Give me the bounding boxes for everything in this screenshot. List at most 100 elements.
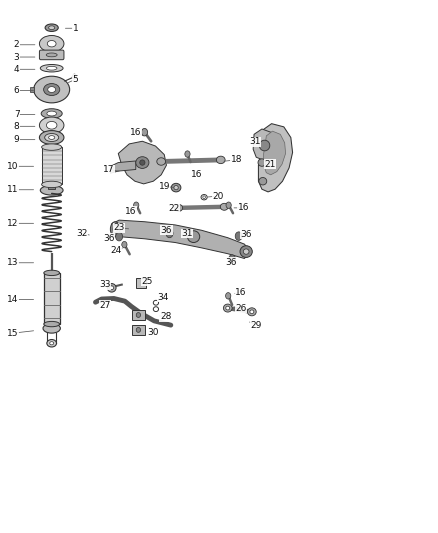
Text: 1: 1 xyxy=(72,24,78,33)
Text: 24: 24 xyxy=(110,246,122,255)
Ellipse shape xyxy=(240,246,252,257)
Ellipse shape xyxy=(174,185,178,190)
FancyBboxPatch shape xyxy=(39,50,64,60)
Ellipse shape xyxy=(49,342,53,345)
Ellipse shape xyxy=(40,185,63,195)
Ellipse shape xyxy=(258,159,266,166)
Polygon shape xyxy=(118,141,166,184)
Circle shape xyxy=(122,241,127,248)
Ellipse shape xyxy=(259,177,267,185)
Ellipse shape xyxy=(47,111,57,116)
Ellipse shape xyxy=(244,249,249,254)
Polygon shape xyxy=(264,131,286,175)
Text: 36: 36 xyxy=(103,234,114,243)
Ellipse shape xyxy=(48,86,56,93)
Ellipse shape xyxy=(216,156,225,164)
Ellipse shape xyxy=(259,140,270,151)
Bar xyxy=(30,87,34,92)
Ellipse shape xyxy=(41,109,62,118)
Bar xyxy=(44,273,60,324)
Ellipse shape xyxy=(247,308,256,316)
Text: 2: 2 xyxy=(14,41,19,49)
Ellipse shape xyxy=(223,304,232,312)
Text: 18: 18 xyxy=(231,156,242,164)
Ellipse shape xyxy=(157,158,166,165)
Ellipse shape xyxy=(40,64,63,72)
Text: 31: 31 xyxy=(181,229,193,238)
Ellipse shape xyxy=(107,284,116,292)
Ellipse shape xyxy=(110,222,120,237)
Ellipse shape xyxy=(136,157,149,168)
Ellipse shape xyxy=(47,340,57,347)
Text: 9: 9 xyxy=(14,135,20,144)
Ellipse shape xyxy=(171,183,181,192)
Ellipse shape xyxy=(46,122,57,129)
Text: 6: 6 xyxy=(14,86,20,95)
Bar xyxy=(136,278,146,288)
Ellipse shape xyxy=(113,226,117,232)
Text: 36: 36 xyxy=(240,230,252,239)
Ellipse shape xyxy=(226,306,230,310)
Ellipse shape xyxy=(49,26,55,29)
Text: 11: 11 xyxy=(7,185,19,194)
Text: 16: 16 xyxy=(238,204,249,212)
Text: 12: 12 xyxy=(7,219,19,228)
Text: 29: 29 xyxy=(251,321,262,329)
Ellipse shape xyxy=(203,196,205,199)
Text: 4: 4 xyxy=(14,65,19,74)
Polygon shape xyxy=(253,129,276,160)
Text: 31: 31 xyxy=(249,138,261,146)
Text: 20: 20 xyxy=(212,192,223,200)
Text: 32: 32 xyxy=(77,229,88,238)
Circle shape xyxy=(141,128,148,136)
Circle shape xyxy=(226,202,231,208)
Text: 5: 5 xyxy=(72,75,78,84)
Bar xyxy=(132,325,145,335)
Circle shape xyxy=(226,293,231,299)
Text: 23: 23 xyxy=(113,223,125,232)
Ellipse shape xyxy=(39,131,64,144)
Text: 14: 14 xyxy=(7,295,19,304)
Text: 16: 16 xyxy=(130,128,141,136)
Ellipse shape xyxy=(39,117,64,133)
Ellipse shape xyxy=(34,76,70,103)
Text: 10: 10 xyxy=(7,162,19,171)
Text: 30: 30 xyxy=(148,328,159,337)
Ellipse shape xyxy=(46,66,57,70)
Ellipse shape xyxy=(49,136,55,140)
Text: 26: 26 xyxy=(235,304,247,312)
Text: 34: 34 xyxy=(157,293,169,302)
Text: 15: 15 xyxy=(7,329,19,337)
Ellipse shape xyxy=(220,204,228,211)
Ellipse shape xyxy=(42,144,62,150)
Ellipse shape xyxy=(42,181,62,188)
Ellipse shape xyxy=(47,41,56,47)
Polygon shape xyxy=(112,220,251,259)
Circle shape xyxy=(185,151,190,157)
Text: 16: 16 xyxy=(235,288,247,296)
Circle shape xyxy=(116,232,123,241)
Ellipse shape xyxy=(44,270,60,276)
Text: 27: 27 xyxy=(99,301,111,310)
Bar xyxy=(132,310,145,320)
Circle shape xyxy=(235,232,242,240)
Ellipse shape xyxy=(140,160,145,165)
Text: 36: 36 xyxy=(161,226,172,235)
Text: 19: 19 xyxy=(159,182,170,191)
Text: 7: 7 xyxy=(14,110,20,119)
Ellipse shape xyxy=(175,205,183,211)
Ellipse shape xyxy=(136,327,141,333)
Polygon shape xyxy=(42,147,62,184)
Text: 16: 16 xyxy=(125,207,136,215)
Ellipse shape xyxy=(110,286,114,290)
Text: 3: 3 xyxy=(14,53,20,61)
Text: 28: 28 xyxy=(160,312,171,321)
Text: 22: 22 xyxy=(169,205,180,213)
Ellipse shape xyxy=(44,321,60,327)
Polygon shape xyxy=(258,124,293,192)
Ellipse shape xyxy=(44,84,60,95)
Text: 25: 25 xyxy=(141,277,153,286)
Circle shape xyxy=(166,229,173,238)
Polygon shape xyxy=(110,161,136,173)
Bar xyxy=(48,183,55,189)
